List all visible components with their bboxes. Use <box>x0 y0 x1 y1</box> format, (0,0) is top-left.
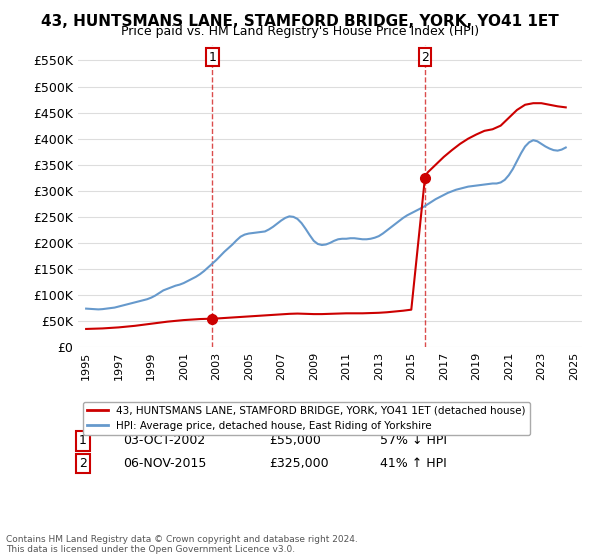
Text: 03-OCT-2002: 03-OCT-2002 <box>124 435 206 447</box>
Text: 1: 1 <box>208 51 216 64</box>
Text: 41% ↑ HPI: 41% ↑ HPI <box>380 457 447 470</box>
Text: 1: 1 <box>79 435 87 447</box>
Text: 2: 2 <box>79 457 87 470</box>
Text: 57% ↓ HPI: 57% ↓ HPI <box>380 435 448 447</box>
Text: Price paid vs. HM Land Registry's House Price Index (HPI): Price paid vs. HM Land Registry's House … <box>121 25 479 38</box>
Text: £325,000: £325,000 <box>269 457 329 470</box>
Legend: 43, HUNTSMANS LANE, STAMFORD BRIDGE, YORK, YO41 1ET (detached house), HPI: Avera: 43, HUNTSMANS LANE, STAMFORD BRIDGE, YOR… <box>83 402 530 435</box>
Text: Contains HM Land Registry data © Crown copyright and database right 2024.
This d: Contains HM Land Registry data © Crown c… <box>6 535 358 554</box>
Text: 2: 2 <box>421 51 429 64</box>
Text: 06-NOV-2015: 06-NOV-2015 <box>124 457 207 470</box>
Text: £55,000: £55,000 <box>269 435 322 447</box>
Text: 43, HUNTSMANS LANE, STAMFORD BRIDGE, YORK, YO41 1ET: 43, HUNTSMANS LANE, STAMFORD BRIDGE, YOR… <box>41 14 559 29</box>
